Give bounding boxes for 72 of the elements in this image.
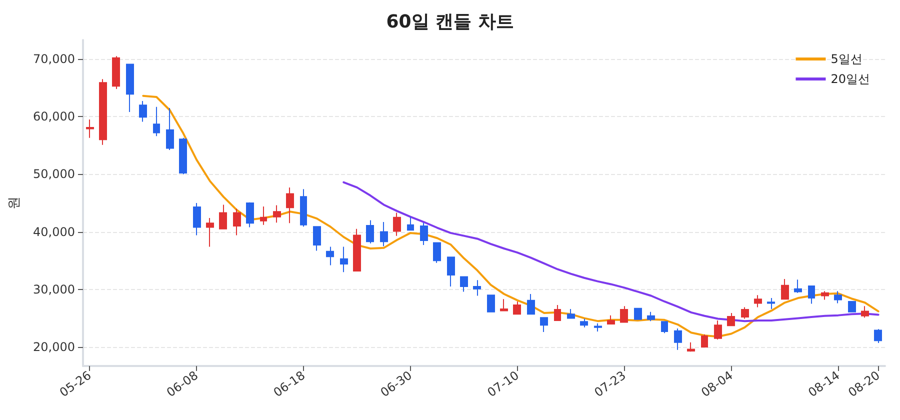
candlestick [86, 118, 94, 138]
candlestick [874, 328, 882, 344]
candlestick [433, 242, 441, 264]
candlestick [794, 279, 802, 294]
line-series [142, 94, 880, 338]
candlestick [527, 294, 535, 315]
candlestick [767, 298, 775, 310]
candlestick [420, 222, 428, 246]
candlestick [166, 107, 174, 151]
y-tick-label: 60,000 [33, 110, 75, 124]
candlestick [473, 280, 481, 296]
candlestick [674, 328, 682, 350]
y-tick-label: 30,000 [33, 282, 75, 296]
candlestick [513, 300, 521, 315]
candlestick [554, 304, 561, 321]
candlestick [219, 204, 227, 230]
candlestick [500, 298, 508, 312]
legend-label: 5일선 [830, 52, 862, 66]
candlestick [781, 278, 789, 300]
candlestick [460, 276, 468, 292]
candlestick [741, 306, 749, 320]
candlestick [193, 202, 201, 236]
candlestick [153, 106, 160, 137]
candlestick [112, 56, 120, 90]
candlestick [326, 246, 334, 266]
candlestick [380, 222, 388, 247]
candlestick [366, 220, 374, 244]
candlestick [340, 246, 348, 273]
candlestick [808, 285, 815, 304]
candlestick [487, 294, 495, 313]
y-tick-label: 70,000 [33, 52, 75, 66]
y-tick-label: 40,000 [33, 224, 75, 239]
candlestick [647, 311, 655, 322]
candlestick [687, 342, 695, 352]
candlestick [754, 294, 762, 308]
candlestick [286, 186, 294, 224]
candlestick [821, 290, 829, 300]
candlestick [233, 208, 241, 236]
candlestick [661, 321, 668, 334]
candlestick [580, 318, 588, 328]
candlestick [447, 256, 455, 288]
legend-label: 20일선 [830, 72, 870, 86]
candlestick [353, 228, 361, 272]
candlestick [206, 217, 214, 248]
candlestick [620, 306, 628, 323]
chart-title: 60일 캔들 차트 [386, 12, 514, 32]
candlestick [99, 78, 107, 146]
candlestick [313, 226, 321, 252]
candlestick [246, 202, 254, 228]
candlestick [607, 314, 615, 324]
candlestick [407, 216, 414, 231]
candlestick [300, 188, 307, 228]
y-tick-label: 20,000 [33, 340, 75, 354]
candlestick [848, 300, 856, 312]
candlestick [139, 100, 147, 122]
candlestick [567, 308, 575, 319]
candlestick [727, 312, 735, 326]
candlestick [540, 317, 548, 333]
candlestick [594, 322, 602, 332]
candlestick [179, 137, 187, 175]
line-series [342, 181, 880, 322]
candlestick [714, 320, 722, 340]
candlestick [861, 306, 869, 318]
candlestick [126, 64, 134, 112]
candlestick [701, 334, 708, 348]
candlestick [393, 212, 401, 236]
y-tick-label: 50,000 [33, 167, 75, 182]
candlestick [260, 206, 267, 226]
candlestick [273, 204, 281, 224]
y-axis-title: 원 [7, 196, 22, 210]
candlestick [834, 290, 842, 304]
candlestick [634, 307, 642, 320]
